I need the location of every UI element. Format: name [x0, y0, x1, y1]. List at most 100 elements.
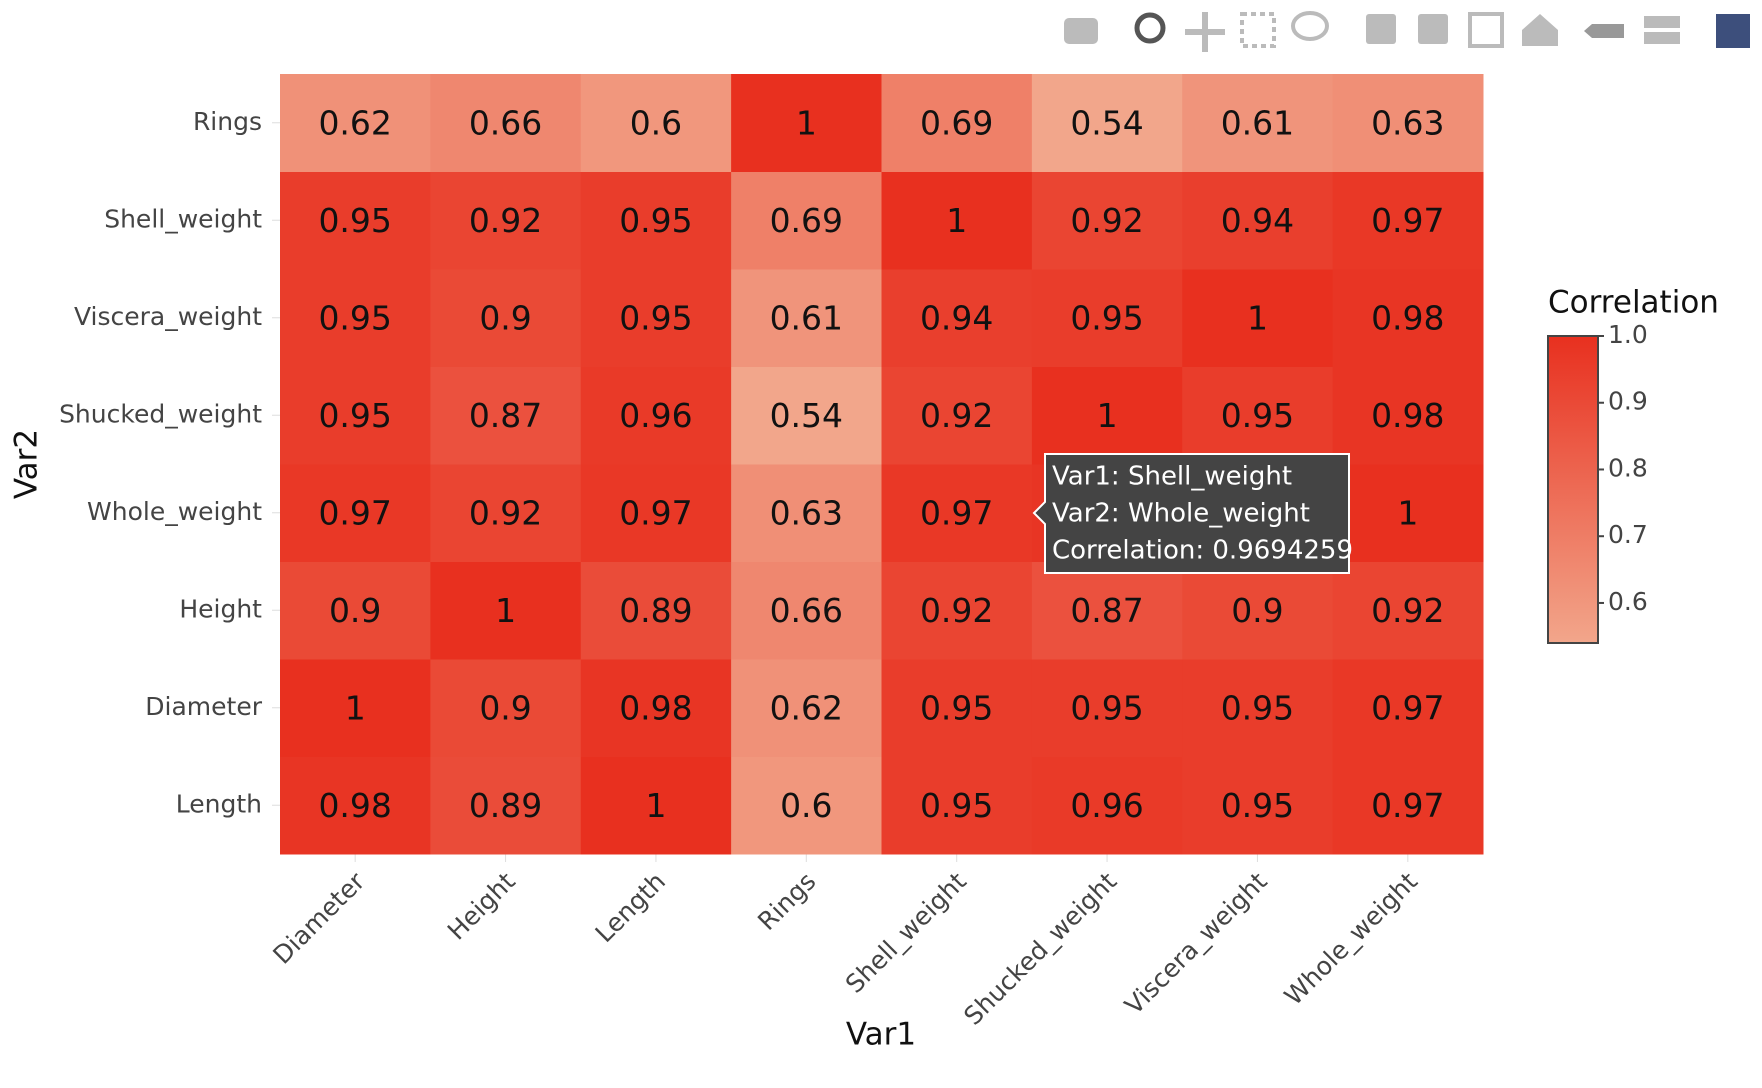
heatmap-cell — [280, 74, 431, 172]
cell-label: 0.69 — [770, 201, 843, 240]
heatmap-cell — [430, 561, 582, 660]
heatmap-cell — [1332, 561, 1484, 660]
zoom-icon[interactable] — [1134, 12, 1166, 44]
cell-label: 1 — [1397, 493, 1418, 532]
heatmap-cell — [580, 561, 732, 660]
cell-label: 0.6 — [780, 786, 832, 825]
heatmap-cell — [1332, 74, 1484, 172]
cell-label: 0.98 — [1371, 396, 1444, 435]
heatmap-cell — [430, 659, 582, 757]
lasso-icon[interactable] — [1291, 11, 1329, 41]
heatmap-cell — [1182, 561, 1334, 660]
cell-label: 0.61 — [1221, 103, 1294, 142]
cell-label: 1 — [345, 688, 366, 727]
heatmap-cell — [580, 756, 732, 855]
heatmap-cell — [280, 269, 431, 367]
heatmap-cell — [881, 659, 1033, 757]
heatmap-cell — [580, 659, 732, 757]
tooltip: Var1: Shell_weight Var2: Whole_weight Corr… — [1032, 453, 1353, 574]
plotly-logo[interactable] — [1716, 14, 1750, 48]
cell-label: 0.95 — [318, 298, 391, 337]
heatmap-cell — [731, 269, 882, 367]
heatmap-cell — [1031, 366, 1183, 465]
cell-label: 0.92 — [469, 493, 542, 532]
heatmap-cell — [1031, 269, 1183, 367]
heatmap-cell — [430, 171, 582, 270]
zoom-in-icon[interactable] — [1366, 14, 1396, 44]
heatmap-cell — [1182, 366, 1334, 465]
x-tick-label: Viscera_weight — [1119, 867, 1273, 1021]
y-tick-label: Rings — [193, 107, 262, 136]
heatmap-cell — [1031, 74, 1183, 172]
zoom-out-icon[interactable] — [1418, 14, 1448, 44]
heatmap-cell — [1332, 464, 1484, 562]
cell-label: 0.97 — [1371, 786, 1444, 825]
cell-label: 0.97 — [1371, 201, 1444, 240]
heatmap-cell — [881, 269, 1033, 367]
heatmap-cell — [1182, 74, 1334, 172]
y-tick-label: Shucked_weight — [59, 399, 262, 428]
heatmap-cell — [881, 366, 1033, 465]
hover-icon[interactable] — [1644, 16, 1680, 28]
x-tick-label: Shell_weight — [840, 867, 972, 999]
cell-label: 0.87 — [1070, 591, 1143, 630]
heatmap-cell — [731, 464, 882, 562]
cell-label: 0.95 — [1070, 298, 1143, 337]
camera-icon[interactable] — [1064, 18, 1098, 44]
heatmap-cell — [1031, 659, 1183, 757]
cell-label: 0.89 — [619, 591, 692, 630]
cell-label: 0.95 — [920, 786, 993, 825]
cell-label: 0.98 — [318, 786, 391, 825]
box-select-icon[interactable] — [1240, 12, 1276, 48]
cell-label: 1 — [946, 201, 967, 240]
cell-label: 0.9 — [329, 591, 381, 630]
cell-label: 0.62 — [770, 688, 843, 727]
x-axis-title: Var1 — [846, 1017, 916, 1053]
heatmap-cell — [1182, 171, 1334, 270]
cell-label: 0.98 — [619, 688, 692, 727]
cell-label: 0.96 — [1070, 786, 1143, 825]
spike-icon[interactable] — [1584, 24, 1624, 38]
heatmap-cell — [731, 659, 882, 757]
heatmap-cell — [1182, 269, 1334, 367]
heatmap-cell — [881, 74, 1033, 172]
heatmap-cell — [731, 74, 882, 172]
cell-label: 0.63 — [770, 493, 843, 532]
cell-label: 0.63 — [1371, 103, 1444, 142]
cell-label: 0.92 — [469, 201, 542, 240]
colorbar-tick-label: 0.6 — [1608, 587, 1648, 616]
cell-label: 0.89 — [469, 786, 542, 825]
hover-compare-icon[interactable] — [1644, 32, 1680, 44]
heatmap-cell — [1332, 756, 1484, 855]
reset-icon[interactable] — [1522, 14, 1558, 46]
pan-icon[interactable] — [1185, 12, 1225, 52]
heatmap-cell — [580, 171, 732, 270]
heatmap-cell — [1332, 171, 1484, 270]
heatmap-cell — [280, 171, 431, 270]
cell-label: 0.62 — [318, 103, 391, 142]
tooltip-box — [1032, 453, 1350, 574]
x-tick-label: Diameter — [267, 866, 371, 970]
cell-label: 0.94 — [1221, 201, 1294, 240]
y-axis-title: Var2 — [9, 429, 45, 499]
heatmap-cell — [580, 74, 732, 172]
heatmap-cell — [280, 561, 431, 660]
heatmap-cell — [430, 756, 582, 855]
heatmap-cell — [881, 464, 1033, 562]
colorbar — [1547, 335, 1599, 644]
autoscale-icon[interactable] — [1468, 12, 1504, 48]
heatmap-cell — [1031, 171, 1183, 270]
heatmap-cell — [430, 366, 582, 465]
x-tick-label: Whole_weight — [1279, 867, 1423, 1011]
heatmap-cell — [580, 269, 732, 367]
x-tick-label: Shucked_weight — [958, 867, 1122, 1031]
heatmap-cell — [731, 366, 882, 465]
cell-label: 0.69 — [920, 103, 993, 142]
colorbar-tick-label: 0.8 — [1608, 453, 1648, 482]
y-tick-label: Whole_weight — [87, 497, 262, 526]
cell-label: 0.9 — [479, 688, 531, 727]
cell-label: 0.6 — [630, 103, 682, 142]
cell-label: 1 — [495, 591, 516, 630]
y-tick-label: Length — [176, 789, 262, 818]
cell-label: 0.95 — [1070, 688, 1143, 727]
